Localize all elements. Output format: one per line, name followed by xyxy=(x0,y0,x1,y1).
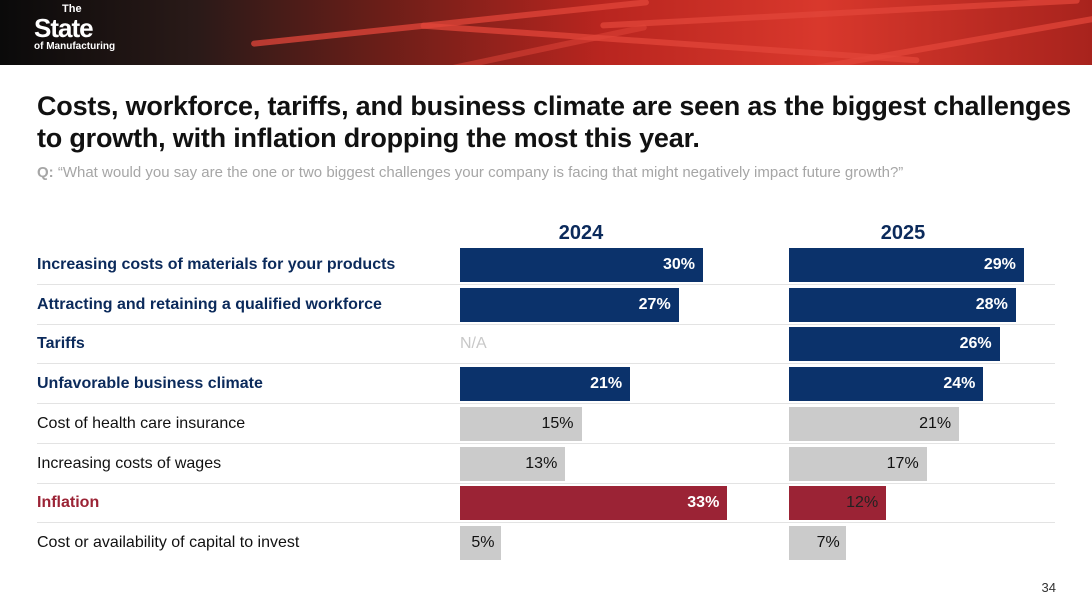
chart-row: Inflation 33% 12% xyxy=(0,483,1092,524)
category-label: Cost of health care insurance xyxy=(37,414,246,432)
chart-row: Cost of health care insurance 15% 21% xyxy=(0,404,1092,444)
category-label: Tariffs xyxy=(37,335,85,353)
category-label: Increasing costs of wages xyxy=(37,454,222,472)
bar-2024: 5% xyxy=(460,525,501,560)
chart-row: Attracting and retaining a qualified wor… xyxy=(0,285,1092,325)
bar-2024: 21% xyxy=(460,367,631,402)
brand-logo: The State of Manufacturing xyxy=(34,3,116,53)
header-banner: The State of Manufacturing xyxy=(0,0,1092,65)
series-label-2025: 2025 xyxy=(880,222,926,244)
category-label: Inflation xyxy=(37,494,100,512)
page-number: 34 xyxy=(1041,580,1056,595)
data-label-na: N/A xyxy=(460,335,487,353)
chart-row: Cost or availability of capital to inves… xyxy=(0,523,1092,563)
chart-row: Increasing costs of wages 13% 17% xyxy=(0,444,1092,484)
bar-2024: 15% xyxy=(460,406,582,441)
bar-2025: 28% xyxy=(789,287,1016,322)
page-header: Costs, workforce, tariffs, and business … xyxy=(37,90,1087,182)
bar-2025: 29% xyxy=(789,248,1024,282)
row-divider xyxy=(37,323,1055,325)
chart-row: Increasing costs of materials for your p… xyxy=(0,245,1092,285)
survey-question: Q: “What would you say are the one or tw… xyxy=(37,164,904,181)
row-divider xyxy=(37,363,1055,365)
page-title: Costs, workforce, tariffs, and business … xyxy=(37,91,1071,153)
bar-2025: 26% xyxy=(789,327,1000,362)
category-label: Unfavorable business climate xyxy=(37,375,263,393)
category-label: Attracting and retaining a qualified wor… xyxy=(37,295,382,313)
row-divider xyxy=(37,442,1055,444)
row-divider xyxy=(37,522,1055,524)
bar-2024: 30% xyxy=(460,248,703,282)
bar-2024: 13% xyxy=(460,446,566,481)
category-label: Increasing costs of materials for your p… xyxy=(37,256,396,273)
series-label-2024: 2024 xyxy=(558,222,604,244)
bar-2024: 33% xyxy=(460,486,728,521)
bar-2025: 21% xyxy=(789,406,960,441)
row-divider xyxy=(37,284,1055,285)
category-label: Cost or availability of capital to inves… xyxy=(37,533,300,551)
bar-2025: 24% xyxy=(789,367,984,402)
bar-2025: 12% xyxy=(789,486,887,521)
bar-2024: 27% xyxy=(460,287,679,322)
bar-2025: 7% xyxy=(789,525,846,560)
row-divider xyxy=(37,403,1055,405)
row-divider xyxy=(37,482,1055,484)
bar-2025: 17% xyxy=(789,446,927,481)
chart-row: Unfavorable business climate 21% 24% xyxy=(0,364,1092,405)
chart-row: Tariffs N/A 26% xyxy=(0,324,1092,365)
